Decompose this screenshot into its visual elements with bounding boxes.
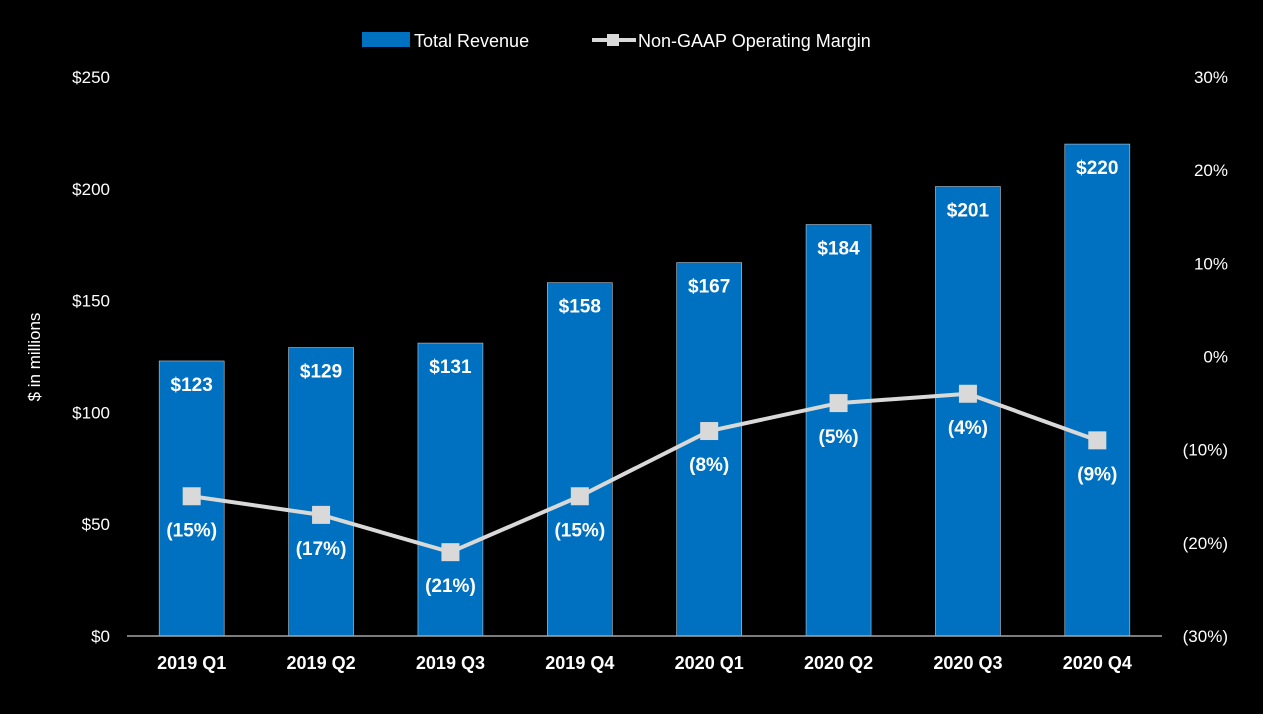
y2-tick-label: 10% xyxy=(1194,254,1228,273)
revenue-data-label: $123 xyxy=(171,375,213,396)
x-tick-label: 2019 Q4 xyxy=(545,653,614,673)
y2-tick-label: (10%) xyxy=(1183,441,1228,460)
revenue-data-label: $201 xyxy=(947,201,990,222)
legend-label-revenue: Total Revenue xyxy=(414,31,529,51)
legend: Total Revenue Non-GAAP Operating Margin xyxy=(362,31,871,51)
x-tick-label: 2020 Q2 xyxy=(804,653,873,673)
revenue-data-label: $220 xyxy=(1076,158,1118,179)
y-tick-label: $0 xyxy=(91,627,110,646)
x-tick-label: 2020 Q3 xyxy=(933,653,1002,673)
margin-line xyxy=(191,391,1098,555)
margin-data-label: (9%) xyxy=(1077,464,1117,485)
revenue-data-label: $158 xyxy=(559,297,601,318)
revenue-bar xyxy=(805,224,872,637)
legend-swatch-revenue xyxy=(362,32,410,47)
y2-tick-label: (30%) xyxy=(1183,627,1228,646)
x-tick-label: 2019 Q3 xyxy=(416,653,485,673)
y-tick-label: $250 xyxy=(72,68,110,87)
revenue-bar xyxy=(935,186,1001,637)
legend-label-margin: Non-GAAP Operating Margin xyxy=(638,31,871,51)
margin-marker xyxy=(958,384,977,403)
margin-data-label: (15%) xyxy=(554,520,605,541)
margin-data-label: (17%) xyxy=(296,539,347,560)
revenue-bar xyxy=(1064,143,1131,637)
revenue-data-label: $167 xyxy=(688,277,730,298)
y-tick-label: $50 xyxy=(82,515,110,534)
y-tick-label: $150 xyxy=(72,292,110,311)
revenue-bar xyxy=(417,342,484,637)
y-tick-label: $200 xyxy=(72,180,110,199)
revenue-data-label: $129 xyxy=(300,362,342,383)
margin-data-label: (21%) xyxy=(425,576,476,597)
margin-marker xyxy=(829,394,848,413)
y-axis-label: $ in millions xyxy=(25,313,44,402)
margin-data-label: (5%) xyxy=(819,427,859,448)
margin-data-label: (4%) xyxy=(948,418,988,439)
margin-data-label: (8%) xyxy=(689,455,729,476)
x-tick-label: 2019 Q2 xyxy=(287,653,356,673)
y2-tick-label: 30% xyxy=(1194,68,1228,87)
x-tick-label: 2019 Q1 xyxy=(157,653,226,673)
y2-tick-label: (20%) xyxy=(1183,534,1228,553)
revenue-bar xyxy=(676,262,742,637)
margin-marker xyxy=(570,487,589,506)
x-tick-label: 2020 Q1 xyxy=(675,653,744,673)
revenue-data-label: $184 xyxy=(817,239,860,260)
revenue-data-label: $131 xyxy=(429,357,472,378)
y2-tick-label: 20% xyxy=(1194,161,1228,180)
margin-data-label: (15%) xyxy=(166,520,217,541)
x-tick-label: 2020 Q4 xyxy=(1063,653,1132,673)
revenue-bar xyxy=(288,347,354,637)
margin-marker xyxy=(441,543,460,562)
legend-marker-margin xyxy=(607,34,619,46)
margin-marker xyxy=(312,505,331,524)
margin-marker xyxy=(182,487,201,506)
margin-marker xyxy=(700,422,719,441)
y-tick-label: $100 xyxy=(72,403,110,422)
revenue-bar xyxy=(547,282,613,637)
margin-marker xyxy=(1088,431,1107,450)
y2-tick-label: 0% xyxy=(1203,348,1228,367)
